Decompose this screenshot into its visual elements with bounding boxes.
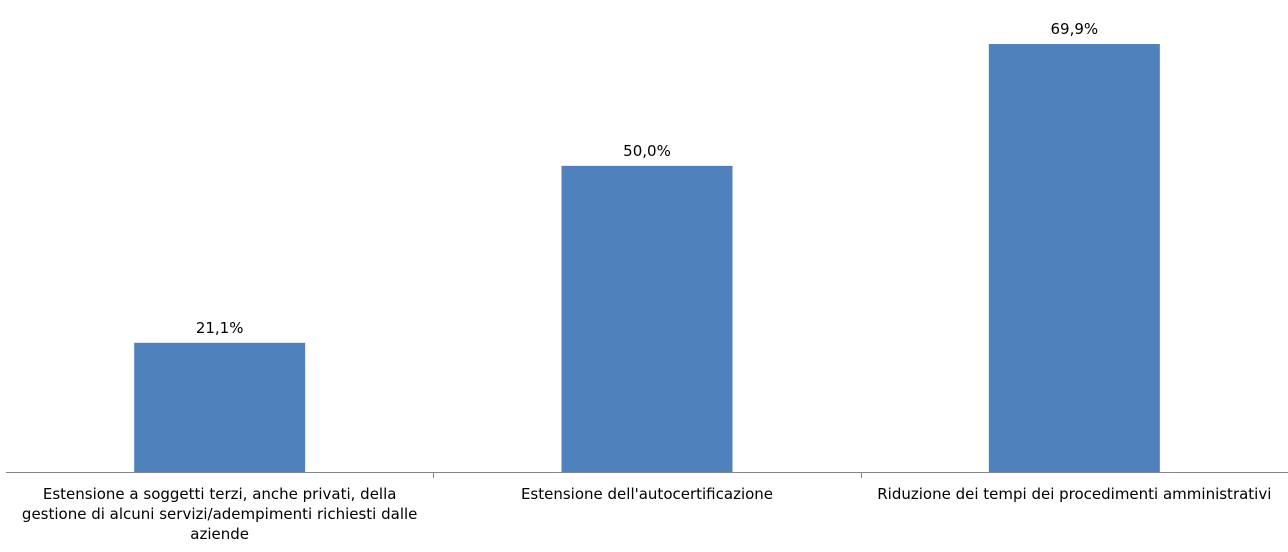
category-label-terzi: Estensione a soggetti terzi, anche priva… xyxy=(21,485,418,543)
category-label-riduzione-tempi: Riduzione dei tempi dei procedimenti amm… xyxy=(877,485,1272,503)
x-axis-ticks xyxy=(433,472,862,478)
bar-1 xyxy=(561,165,733,472)
bar-0 xyxy=(134,342,306,472)
bars-layer xyxy=(134,44,1160,472)
data-label-2: 69,9% xyxy=(1051,20,1099,38)
bar-2 xyxy=(988,44,1160,472)
data-labels-layer: 21,1% 50,0% 69,9% xyxy=(196,20,1098,337)
data-label-0: 21,1% xyxy=(196,319,244,337)
category-label-autocertificazione: Estensione dell'autocertificazione xyxy=(520,485,774,503)
data-label-1: 50,0% xyxy=(623,142,671,160)
